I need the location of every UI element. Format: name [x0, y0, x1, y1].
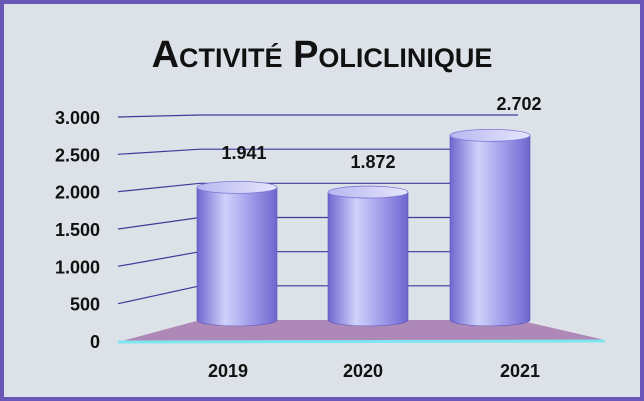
bar — [196, 187, 278, 327]
gridline — [117, 148, 518, 155]
data-label: 2.702 — [496, 94, 541, 114]
data-label: 1.872 — [350, 152, 395, 172]
bar-top — [196, 180, 278, 194]
x-tick-label: 2019 — [208, 361, 248, 381]
y-tick-label: 1.000 — [55, 257, 100, 277]
bar — [449, 135, 531, 327]
x-tick-label: 2020 — [343, 361, 383, 381]
y-tick-label: 1.500 — [55, 220, 100, 240]
gridline — [117, 182, 518, 193]
gridline — [117, 114, 518, 118]
y-tick-label: 2.500 — [55, 145, 100, 165]
y-tick-label: 500 — [70, 295, 100, 315]
x-tick-label: 2021 — [500, 361, 540, 381]
chart-title: Activité Policlinique — [151, 34, 493, 76]
bar — [327, 191, 409, 327]
y-tick-label: 2.000 — [55, 183, 100, 203]
x-axis-line — [117, 339, 606, 344]
y-tick-label: 0 — [90, 332, 100, 352]
bar-top — [327, 185, 409, 199]
bar-top — [449, 128, 531, 142]
data-label: 1.941 — [221, 143, 266, 163]
y-tick-label: 3.000 — [55, 108, 100, 128]
